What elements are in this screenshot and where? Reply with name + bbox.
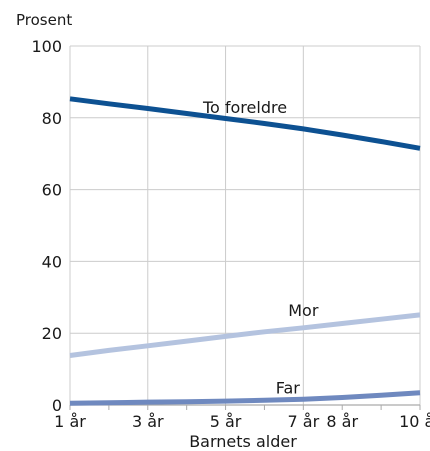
series-line-0 — [69, 96, 421, 151]
series-line-2 — [69, 390, 421, 406]
y-axis-ticks: 0 20 40 60 80 100 — [31, 37, 62, 415]
x-tick-label: 7 år — [288, 412, 320, 431]
y-tick-label: 0 — [52, 396, 62, 415]
x-tick-label: 10 år — [399, 412, 430, 431]
series-label-0: To foreldre — [202, 98, 287, 117]
series-lines — [69, 96, 421, 406]
y-axis-label: Prosent — [16, 11, 72, 29]
y-tick-label: 20 — [42, 324, 62, 343]
grid-lines — [69, 45, 421, 406]
y-tick-label: 40 — [42, 252, 62, 271]
x-axis-label: Barnets alder — [189, 432, 297, 451]
series-line-1 — [69, 312, 421, 358]
x-tick-label: 5 år — [210, 412, 242, 431]
x-axis-ticks: 1 år 3 år 5 år 7 år 8 år 10 år — [54, 405, 430, 431]
x-tick-label: 3 år — [132, 412, 164, 431]
series-label-2: Far — [276, 379, 301, 398]
series-label-1: Mor — [288, 301, 319, 320]
y-tick-label: 100 — [31, 37, 62, 56]
y-tick-label: 80 — [42, 109, 62, 128]
y-tick-label: 60 — [42, 181, 62, 200]
x-tick-label: 8 år — [326, 412, 358, 431]
series-labels: To foreldre Mor Far — [202, 98, 319, 398]
x-tick-label: 1 år — [54, 412, 86, 431]
